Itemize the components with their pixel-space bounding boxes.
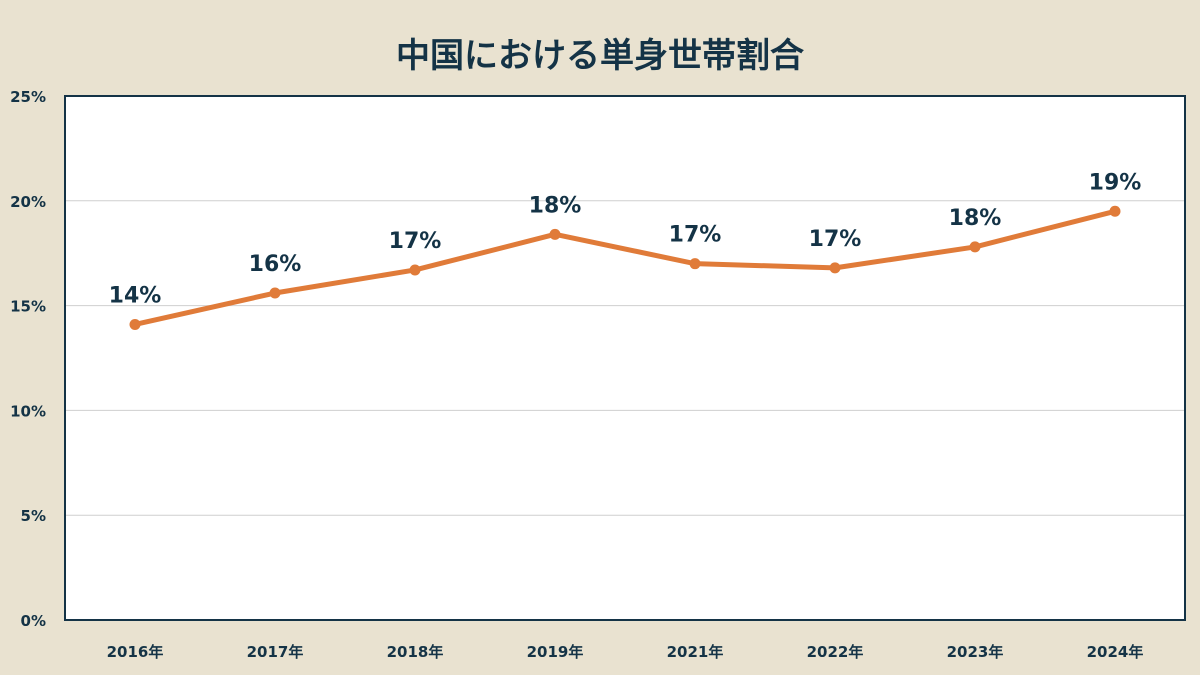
data-label: 19% [1089,170,1142,195]
data-point [549,228,561,240]
data-point [409,264,421,276]
data-label: 16% [249,252,302,277]
plot-border [64,95,1186,621]
data-label: 17% [389,229,442,254]
data-label: 17% [669,223,722,248]
data-label: 14% [109,283,162,308]
x-tick-label: 2017年 [247,643,304,661]
x-tick-label: 2022年 [807,643,864,661]
data-point [129,318,141,330]
y-tick-label: 10% [10,402,46,420]
x-tick-label: 2024年 [1087,643,1144,661]
data-point [969,241,981,253]
data-label: 18% [949,206,1002,231]
chart-title: 中国における単身世帯割合 [396,36,804,76]
y-tick-label: 20% [10,193,46,211]
x-tick-label: 2019年 [527,643,584,661]
y-tick-label: 5% [21,507,46,525]
y-tick-label: 15% [10,298,46,316]
series-line [134,208,1116,327]
data-point [1109,205,1121,217]
data-label: 17% [809,227,862,252]
x-tick-label: 2023年 [947,643,1004,661]
x-tick-label: 2016年 [107,643,164,661]
x-tick-label: 2018年 [387,643,444,661]
data-point [689,258,701,270]
data-point [829,262,841,274]
y-tick-label: 0% [21,612,46,630]
y-tick-label: 25% [10,88,46,106]
data-label: 18% [529,193,582,218]
data-point [269,287,281,299]
x-tick-label: 2021年 [667,643,724,661]
plot-area [65,96,1185,620]
